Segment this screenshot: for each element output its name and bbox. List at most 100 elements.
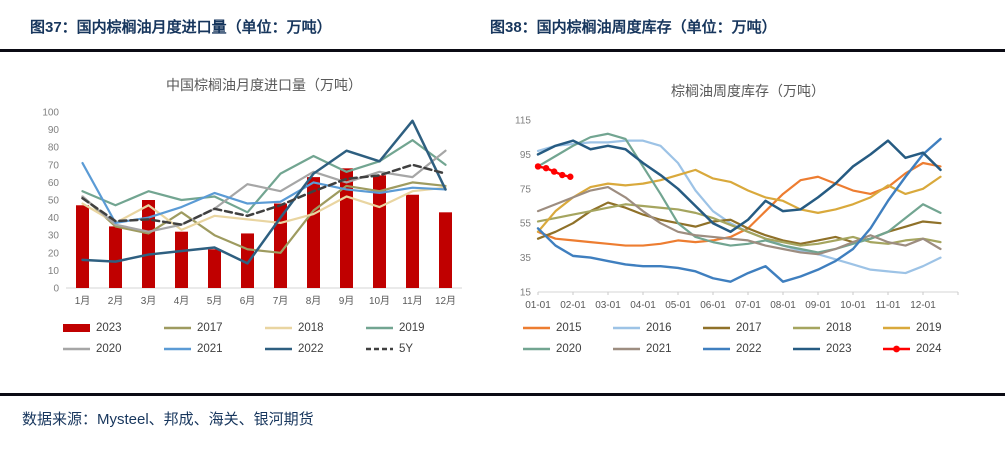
legend-item-2022: 2022	[264, 343, 365, 355]
legend-label: 2020	[556, 343, 582, 355]
svg-text:06-01: 06-01	[700, 300, 726, 311]
charts-row: 中国棕榈油月度进口量（万吨） 0 10 20 30 40 50 60 70 80 90 100 1月 2月…	[0, 60, 1005, 355]
legend-label: 5Y	[399, 343, 414, 355]
legend-label: 2018	[826, 322, 852, 334]
legend-swatch-2018	[793, 326, 820, 330]
legend-label: 2019	[916, 322, 942, 334]
legend-swatch-2020	[63, 347, 90, 351]
svg-text:12月: 12月	[435, 295, 456, 307]
svg-text:4月: 4月	[174, 295, 190, 307]
legend-swatch-5Y	[366, 347, 393, 351]
svg-text:15: 15	[520, 288, 532, 299]
svg-text:07-01: 07-01	[735, 300, 761, 311]
svg-text:80: 80	[48, 143, 60, 154]
svg-text:棕榈油周度库存（万吨）: 棕榈油周度库存（万吨）	[671, 83, 825, 99]
svg-text:50: 50	[48, 196, 60, 207]
legend-swatch-2016	[613, 326, 640, 330]
legend-swatch-2017	[703, 326, 730, 330]
legend-label: 2023	[96, 322, 122, 334]
svg-text:04-01: 04-01	[630, 300, 656, 311]
legend-swatch-2022	[703, 347, 730, 351]
legend-item-2018: 2018	[264, 322, 365, 334]
monthly-import-plot: 中国棕榈油月度进口量（万吨） 0 10 20 30 40 50 60 70 80 90 100 1月 2月…	[42, 77, 462, 307]
header-divider	[0, 49, 1005, 52]
legend-label: 2024	[916, 343, 942, 355]
legend-label: 2017	[736, 322, 762, 334]
legend-label: 2022	[736, 343, 762, 355]
svg-text:10-01: 10-01	[840, 300, 866, 311]
legend-label: 2015	[556, 322, 582, 334]
legend-label: 2020	[96, 343, 122, 355]
svg-text:30: 30	[48, 231, 60, 242]
svg-text:2月: 2月	[108, 295, 124, 307]
svg-text:11-01: 11-01	[876, 300, 901, 311]
legend-item-2023: 2023	[792, 343, 882, 355]
legend-label: 2021	[197, 343, 223, 355]
svg-text:9月: 9月	[339, 295, 355, 307]
svg-text:12-01: 12-01	[910, 300, 936, 311]
legend-swatch-2015	[523, 326, 550, 330]
weekly-inventory-legend: 2015 2016 2017 2018 2019 2020 2021 2022 2023 2024	[522, 322, 976, 355]
svg-text:90: 90	[48, 125, 60, 136]
legend-item-2021: 2021	[612, 343, 702, 355]
legend-item-2019: 2019	[365, 322, 466, 334]
legend-item-2021: 2021	[163, 343, 264, 355]
legend-item-2023: 2023	[62, 322, 163, 334]
svg-text:95: 95	[520, 150, 532, 161]
legend-swatch-2021	[613, 347, 640, 351]
legend-label: 2021	[646, 343, 672, 355]
svg-text:7月: 7月	[273, 295, 289, 307]
legend-swatch-2019	[366, 326, 393, 330]
svg-text:3月: 3月	[141, 295, 157, 307]
weekly-inventory-chart: 棕榈油周度库存（万吨） 15 35 55 75 95 115 01-01 02-01 03-01 0…	[498, 60, 976, 355]
legend-swatch-2024	[883, 345, 910, 353]
legend-item-2017: 2017	[702, 322, 792, 334]
svg-text:0: 0	[53, 284, 59, 295]
legend-item-2024: 2024	[882, 343, 972, 355]
svg-text:20: 20	[48, 248, 60, 259]
legend-swatch-2022	[265, 347, 292, 351]
legend-swatch-2023	[63, 324, 90, 332]
legend-label: 2016	[646, 322, 672, 334]
legend-label: 2017	[197, 322, 223, 334]
legend-item-2020: 2020	[522, 343, 612, 355]
svg-text:03-01: 03-01	[595, 300, 621, 311]
figure38-caption: 图38：国内棕榈油周度库存（单位：万吨）	[490, 19, 777, 36]
svg-text:8月: 8月	[306, 295, 322, 307]
data-source-text: 数据来源：Mysteel、邦成、海关、银河期货	[22, 411, 314, 428]
svg-text:40: 40	[48, 213, 60, 224]
svg-text:08-01: 08-01	[770, 300, 796, 311]
legend-label: 2019	[399, 322, 425, 334]
legend-item-2016: 2016	[612, 322, 702, 334]
legend-item-2017: 2017	[163, 322, 264, 334]
legend-item-2020: 2020	[62, 343, 163, 355]
svg-text:115: 115	[515, 116, 531, 127]
monthly-import-legend: 2023 2017 2018 2019 2020 2021 2022 5Y	[62, 322, 472, 355]
legend-swatch-2019	[883, 326, 910, 330]
svg-text:01-01: 01-01	[525, 300, 551, 311]
svg-text:09-01: 09-01	[805, 300, 831, 311]
svg-text:100: 100	[42, 108, 59, 119]
svg-text:35: 35	[520, 253, 532, 264]
svg-text:1月: 1月	[75, 295, 91, 307]
legend-label: 2023	[826, 343, 852, 355]
svg-text:70: 70	[48, 160, 60, 171]
svg-text:05-01: 05-01	[665, 300, 691, 311]
svg-text:11月: 11月	[402, 295, 422, 307]
legend-item-5Y: 5Y	[365, 343, 466, 355]
legend-item-2018: 2018	[792, 322, 882, 334]
svg-text:55: 55	[520, 219, 532, 230]
svg-text:中国棕榈油月度进口量（万吨）: 中国棕榈油月度进口量（万吨）	[166, 77, 362, 93]
figure-captions-row: 图37：国内棕榈油月度进口量（单位：万吨） 图38：国内棕榈油周度库存（单位：万…	[0, 0, 1005, 49]
legend-swatch-2017	[164, 326, 191, 330]
svg-text:6月: 6月	[240, 295, 256, 307]
svg-text:02-01: 02-01	[560, 300, 586, 311]
svg-text:75: 75	[520, 184, 532, 195]
legend-item-2019: 2019	[882, 322, 972, 334]
legend-item-2015: 2015	[522, 322, 612, 334]
svg-text:10: 10	[48, 266, 60, 277]
legend-label: 2022	[298, 343, 324, 355]
legend-swatch-2021	[164, 347, 191, 351]
svg-text:60: 60	[48, 178, 60, 189]
